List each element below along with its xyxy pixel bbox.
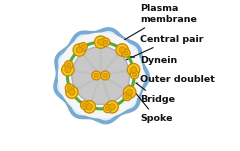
Circle shape — [103, 104, 112, 113]
Circle shape — [65, 67, 71, 73]
Circle shape — [102, 38, 110, 46]
Circle shape — [123, 86, 136, 98]
Polygon shape — [55, 29, 148, 122]
Circle shape — [83, 101, 96, 113]
Circle shape — [124, 51, 128, 55]
Circle shape — [69, 89, 75, 95]
Circle shape — [92, 71, 101, 80]
Circle shape — [109, 104, 115, 110]
Circle shape — [98, 39, 104, 45]
Text: Bridge: Bridge — [136, 83, 175, 104]
Circle shape — [65, 84, 73, 92]
Circle shape — [125, 94, 129, 99]
Circle shape — [79, 43, 87, 51]
Circle shape — [131, 67, 137, 73]
Circle shape — [67, 63, 71, 67]
Circle shape — [66, 86, 78, 98]
Circle shape — [132, 72, 137, 77]
Circle shape — [94, 73, 98, 78]
Circle shape — [73, 44, 85, 56]
Circle shape — [127, 63, 140, 76]
Circle shape — [103, 73, 108, 78]
Circle shape — [130, 71, 138, 79]
Circle shape — [83, 103, 87, 107]
Text: Plasma
membrane: Plasma membrane — [125, 4, 197, 40]
Text: Central pair: Central pair — [106, 35, 204, 69]
Text: Dynein: Dynein — [85, 50, 177, 65]
Text: Spoke: Spoke — [120, 74, 173, 123]
Polygon shape — [59, 33, 143, 118]
Circle shape — [95, 36, 107, 48]
Circle shape — [80, 101, 89, 109]
Circle shape — [116, 44, 128, 56]
Circle shape — [86, 104, 92, 110]
Circle shape — [81, 45, 85, 49]
Circle shape — [105, 106, 109, 111]
Circle shape — [104, 40, 108, 44]
Circle shape — [106, 101, 118, 113]
Circle shape — [122, 49, 130, 57]
Circle shape — [76, 47, 82, 53]
Circle shape — [72, 47, 130, 104]
Circle shape — [101, 71, 110, 80]
Circle shape — [123, 92, 131, 101]
Circle shape — [62, 63, 74, 76]
Circle shape — [65, 61, 73, 69]
Text: Outer doublet: Outer doublet — [137, 76, 215, 84]
Circle shape — [119, 47, 125, 53]
Circle shape — [67, 86, 72, 90]
Circle shape — [126, 89, 133, 95]
